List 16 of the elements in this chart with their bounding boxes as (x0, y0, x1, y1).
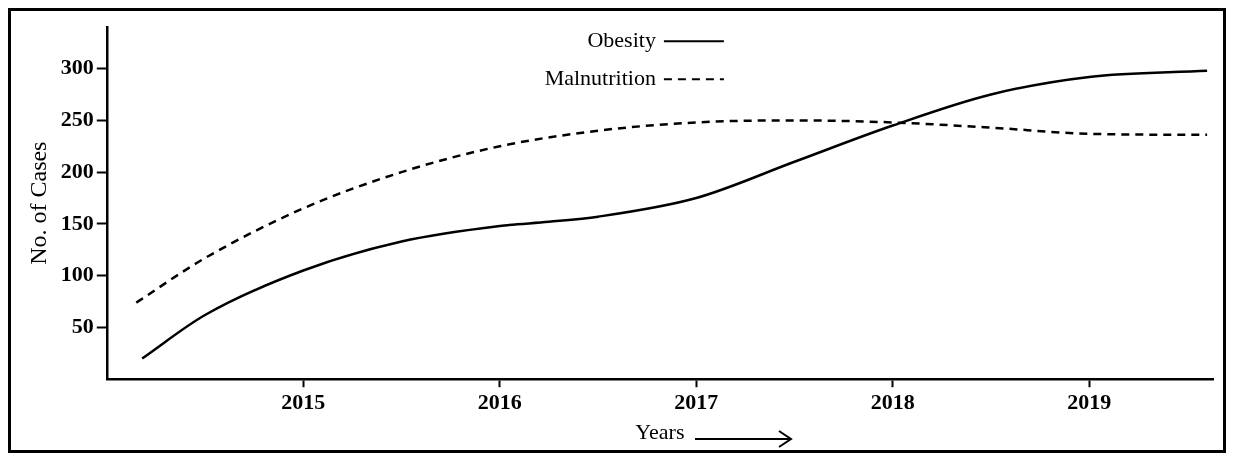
line-series (140, 69, 1209, 360)
y-tick-label: 300 (60, 54, 94, 80)
x-tick-label: 2017 (674, 389, 719, 415)
y-tick-label: 150 (60, 209, 94, 235)
y-tick-label: 100 (60, 261, 94, 287)
x-tick-label: 2018 (870, 389, 915, 415)
x-axis-title: Years (635, 418, 685, 444)
x-tick-label: 2019 (1067, 389, 1112, 415)
y-tick-label: 250 (60, 106, 94, 132)
y-tick-label: 50 (71, 313, 94, 339)
x-tick-label: 2016 (477, 389, 522, 415)
y-tick-label: 200 (60, 157, 94, 183)
x-tick-label: 2015 (281, 389, 326, 415)
legend-label: Obesity (587, 26, 656, 52)
legend-label: Malnutrition (544, 64, 656, 90)
y-axis-title: No. of Cases (24, 141, 51, 265)
